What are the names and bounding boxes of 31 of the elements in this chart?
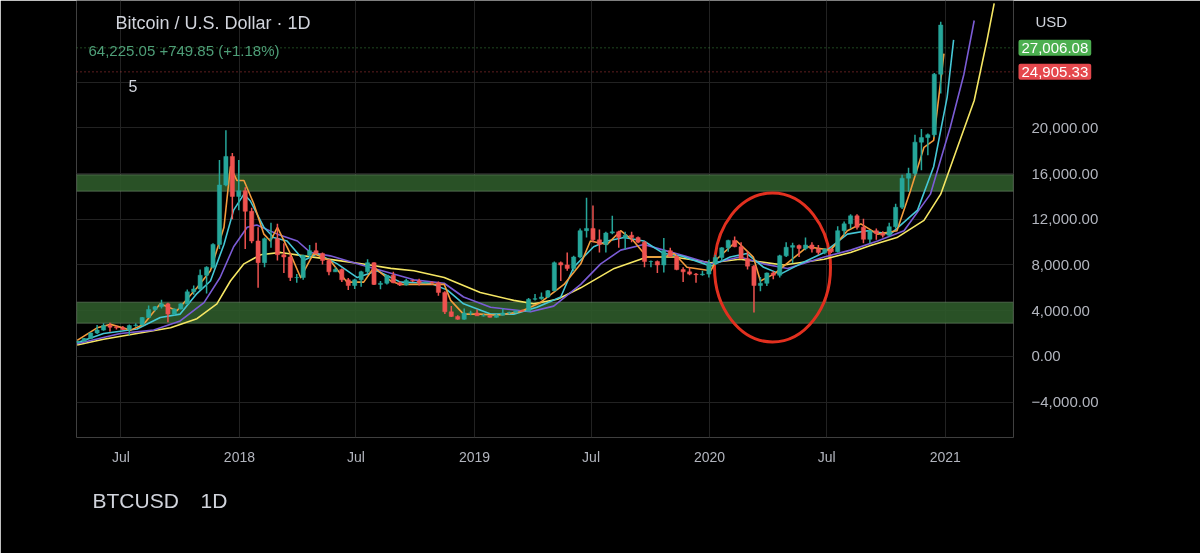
candlestick bbox=[268, 221, 274, 249]
ref-line-label: 27,006.08 bbox=[1021, 38, 1089, 56]
candlestick bbox=[796, 243, 802, 258]
text: Bitcoin / U.S. Dollar · 1D bbox=[115, 12, 311, 33]
y-tick-label: 12,000.00 bbox=[1031, 210, 1099, 228]
x-tick-label: 2019 bbox=[458, 448, 491, 465]
candlestick bbox=[661, 237, 667, 274]
x-tick-label: Jul bbox=[347, 448, 365, 465]
text: 1D bbox=[200, 489, 228, 512]
x-tick-label: Jul bbox=[582, 448, 600, 465]
text: USD bbox=[1035, 13, 1068, 30]
candlestick bbox=[236, 159, 242, 211]
ref-line-label: 24,905.33 bbox=[1021, 62, 1089, 80]
y-tick-label: 4,000.00 bbox=[1031, 301, 1090, 319]
y-tick-label: 0.00 bbox=[1031, 347, 1061, 365]
candlestick bbox=[371, 261, 377, 286]
candlestick bbox=[262, 236, 267, 269]
candlestick bbox=[648, 259, 654, 269]
x-tick-label: Jul bbox=[111, 448, 130, 465]
x-tick-label: 2020 bbox=[693, 448, 726, 465]
y-tick-label: 16,000.00 bbox=[1031, 164, 1099, 182]
y-tick-label: −4,000.00 bbox=[1031, 393, 1099, 411]
annotation: 5 bbox=[128, 77, 138, 95]
x-tick-label: Jul bbox=[817, 448, 836, 465]
y-tick-label: 20,000.00 bbox=[1031, 118, 1099, 136]
candlestick bbox=[622, 231, 628, 251]
text: BTCUSD bbox=[92, 489, 179, 512]
x-tick-label: 2018 bbox=[223, 448, 256, 465]
y-tick-label: 8,000.00 bbox=[1031, 255, 1090, 273]
x-tick-label: 2021 bbox=[929, 448, 962, 465]
text: 64,225.05 +749.85 (+1.18%) bbox=[88, 42, 280, 59]
